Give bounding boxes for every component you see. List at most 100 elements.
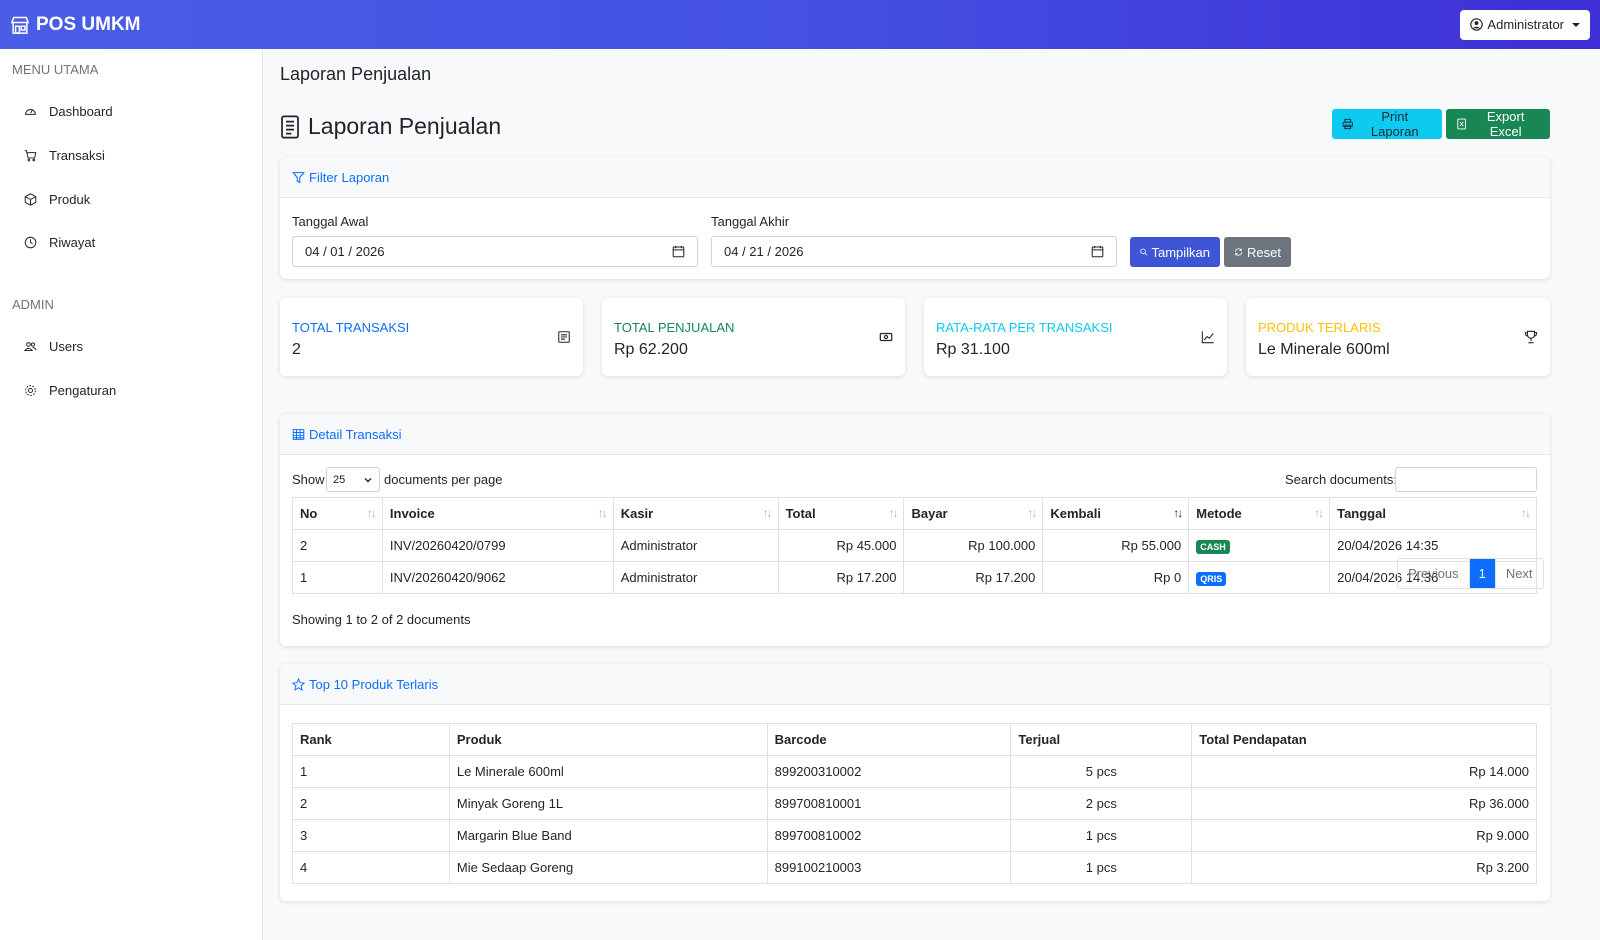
- cell-pendapatan: Rp 9.000: [1191, 819, 1537, 852]
- search-label: Search documents:: [1285, 472, 1398, 487]
- table-row: 2 INV/20260420/0799 Administrator Rp 45.…: [292, 529, 1537, 562]
- export-excel-button[interactable]: Export Excel: [1446, 109, 1550, 139]
- cell-total: Rp 17.200: [777, 561, 905, 594]
- top-products-title: Top 10 Produk Terlaris: [309, 676, 439, 692]
- shop-icon: [10, 16, 30, 34]
- funnel-icon: [292, 171, 305, 183]
- detail-transaksi-card: Detail Transaksi Show 25 documents per p…: [280, 414, 1550, 646]
- cell-produk: Le Minerale 600ml: [448, 755, 768, 788]
- show-report-button[interactable]: Tampilkan: [1130, 237, 1220, 267]
- cell-pendapatan: Rp 14.000: [1191, 755, 1537, 788]
- brand[interactable]: POS UMKM: [10, 14, 141, 36]
- reset-filter-button[interactable]: Reset: [1224, 237, 1291, 267]
- column-header-bayar[interactable]: Bayar ↑↓: [903, 497, 1044, 530]
- cell-terjual: 2 pcs: [1010, 787, 1193, 820]
- pagination-next[interactable]: Next: [1505, 566, 1533, 581]
- table-row: 1 Le Minerale 600ml 899200310002 5 pcs R…: [292, 755, 1537, 788]
- stat-value: Rp 62.200: [614, 341, 688, 358]
- detail-card-header: Detail Transaksi: [280, 414, 1550, 455]
- column-header-kasir[interactable]: Kasir ↑↓: [612, 497, 779, 530]
- box-icon: [24, 193, 37, 206]
- sort-icon: ↑↓: [1027, 506, 1037, 520]
- sort-icon: ↑↓: [888, 506, 898, 520]
- pagination-previous[interactable]: Previous: [1398, 559, 1470, 588]
- arrow-repeat-icon: [1235, 248, 1243, 256]
- top-navbar: POS UMKM Administrator: [0, 0, 1600, 49]
- sort-desc-icon: ↑↓: [1173, 506, 1183, 520]
- cell-rank: 1: [292, 755, 450, 788]
- column-header-total[interactable]: Total ↑↓: [777, 497, 905, 530]
- cell-pendapatan: Rp 3.200: [1191, 851, 1537, 884]
- start-date-input[interactable]: 04 / 01 / 2026: [292, 236, 698, 267]
- per-page-select[interactable]: 25: [326, 467, 380, 492]
- trophy-icon: [1524, 330, 1538, 344]
- stat-card-total-penjualan: TOTAL PENJUALAN Rp 62.200: [602, 298, 905, 376]
- sidebar-item-label: Riwayat: [49, 235, 96, 250]
- cell-barcode: 899200310002: [766, 755, 1012, 788]
- speedometer-icon: [25, 109, 36, 115]
- column-header-rank: Rank: [292, 723, 450, 756]
- column-header-no[interactable]: No ↑↓: [292, 497, 383, 530]
- sidebar-item-riwayat[interactable]: Riwayat: [24, 235, 95, 250]
- stat-label: TOTAL TRANSAKSI: [292, 320, 410, 335]
- column-header-barcode: Barcode: [766, 723, 1012, 756]
- cell-barcode: 899700810001: [766, 787, 1012, 820]
- sidebar-item-pengaturan[interactable]: Pengaturan: [24, 383, 116, 398]
- calendar-icon[interactable]: [672, 245, 685, 258]
- search-documents-input[interactable]: [1395, 467, 1537, 492]
- sidebar-item-transaksi[interactable]: Transaksi: [24, 148, 105, 163]
- cell-rank: 3: [292, 819, 450, 852]
- caret-down-icon: [1572, 22, 1580, 27]
- print-report-label: Print Laporan: [1370, 109, 1419, 139]
- chevron-down-icon: [364, 477, 372, 482]
- pagination-page-1[interactable]: 1: [1469, 559, 1496, 588]
- sidebar-heading-admin: ADMIN: [12, 297, 54, 312]
- cell-invoice: INV/20260420/0799: [381, 529, 614, 562]
- main-content: Laporan Penjualan Laporan Penjualan Prin…: [263, 49, 1567, 940]
- cell-kembali: Rp 0: [1042, 561, 1190, 594]
- cell-tanggal: 20/04/2026 14:35: [1329, 529, 1537, 562]
- column-header-metode[interactable]: Metode ↑↓: [1188, 497, 1331, 530]
- show-suffix: documents per page: [384, 472, 503, 487]
- print-report-button[interactable]: Print Laporan: [1332, 109, 1442, 139]
- column-header-tanggal[interactable]: Tanggal ↑↓: [1329, 497, 1537, 530]
- sidebar-item-label: Users: [49, 339, 83, 354]
- cell-kasir: Administrator: [612, 561, 779, 594]
- column-header-produk: Produk: [448, 723, 768, 756]
- top-products-card: Top 10 Produk Terlaris Rank Produk Barco…: [280, 664, 1550, 901]
- table-row: 2 Minyak Goreng 1L 899700810001 2 pcs Rp…: [292, 787, 1537, 820]
- sidebar-item-produk[interactable]: Produk: [24, 192, 90, 207]
- cash-icon: [879, 332, 893, 342]
- cart-icon: [24, 150, 37, 162]
- user-menu-label: Administrator: [1487, 17, 1564, 32]
- table-row: 1 INV/20260420/9062 Administrator Rp 17.…: [292, 561, 1537, 594]
- column-header-kembali[interactable]: Kembali ↑↓: [1042, 497, 1190, 530]
- cell-kembali: Rp 55.000: [1042, 529, 1190, 562]
- page-title-text: Laporan Penjualan: [308, 113, 502, 139]
- stat-card-produk-terlaris: PRODUK TERLARIS Le Minerale 600ml: [1246, 298, 1550, 376]
- stat-label: TOTAL PENJUALAN: [614, 320, 735, 335]
- cell-metode: QRIS: [1188, 561, 1331, 594]
- sidebar-item-users[interactable]: Users: [24, 339, 83, 354]
- sort-icon: ↑↓: [1521, 506, 1531, 520]
- brand-name: POS UMKM: [36, 13, 141, 35]
- page-scrollbar[interactable]: [1567, 49, 1600, 940]
- reset-filter-label: Reset: [1247, 244, 1281, 260]
- table-icon: [292, 428, 305, 440]
- user-menu-button[interactable]: Administrator: [1460, 9, 1590, 40]
- cell-terjual: 5 pcs: [1010, 755, 1193, 788]
- cell-rank: 2: [292, 787, 450, 820]
- table-row: 3 Margarin Blue Band 899700810002 1 pcs …: [292, 819, 1537, 852]
- column-header-invoice[interactable]: Invoice ↑↓: [381, 497, 614, 530]
- sidebar: MENU UTAMA Dashboard Transaksi Produk Ri…: [0, 49, 263, 940]
- calendar-icon[interactable]: [1091, 245, 1104, 258]
- table-row: 4 Mie Sedaap Goreng 899100210003 1 pcs R…: [292, 851, 1537, 884]
- cell-barcode: 899100210003: [766, 851, 1012, 884]
- cell-no: 2: [292, 529, 383, 562]
- receipt-icon: [558, 331, 570, 343]
- show-report-label: Tampilkan: [1151, 244, 1210, 260]
- export-excel-label: Export Excel: [1486, 109, 1525, 139]
- cell-terjual: 1 pcs: [1010, 851, 1193, 884]
- end-date-input[interactable]: 04 / 21 / 2026: [711, 236, 1117, 267]
- sidebar-item-dashboard[interactable]: Dashboard: [24, 104, 113, 119]
